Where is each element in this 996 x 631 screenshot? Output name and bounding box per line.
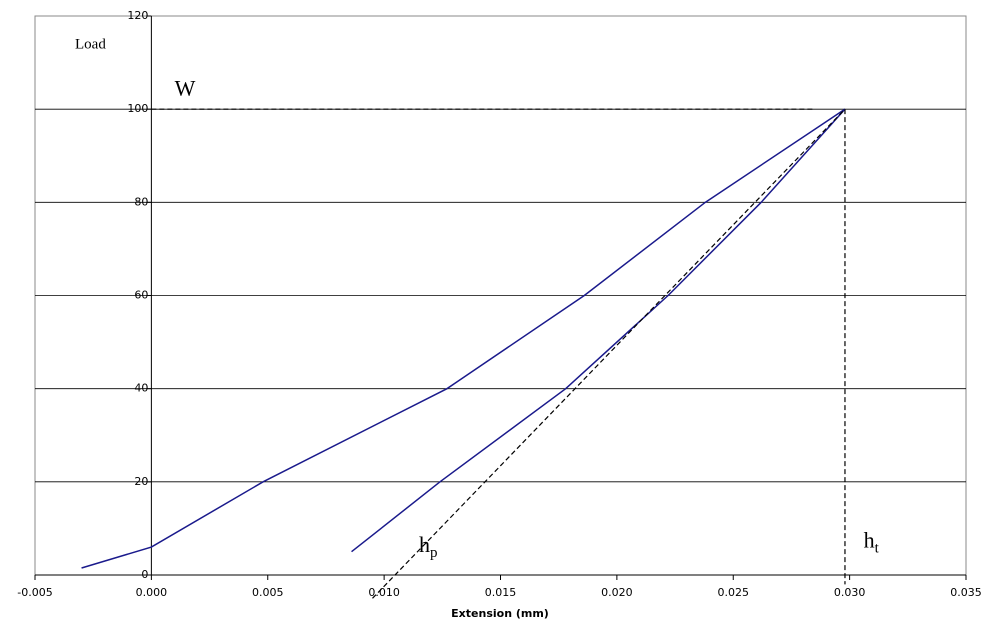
x-tick-label: 0.000 xyxy=(136,586,168,599)
chart: Load Extension (mm) 020406080100120-0.00… xyxy=(0,0,996,631)
x-tick-label: 0.030 xyxy=(834,586,866,599)
annotation-text: W xyxy=(175,76,196,101)
x-tick-label: 0.020 xyxy=(601,586,633,599)
annotation-sub: t xyxy=(875,541,880,557)
x-tick-label: 0.015 xyxy=(485,586,517,599)
y-axis-title: Load xyxy=(75,36,106,52)
annotation-sub: p xyxy=(430,545,438,561)
x-tick-label: 0.035 xyxy=(950,586,982,599)
annotation-text: h xyxy=(864,527,875,552)
annotation: W xyxy=(175,76,196,101)
annotation: ht xyxy=(864,527,880,556)
x-tick-label: 0.005 xyxy=(252,586,284,599)
x-axis-title: Extension (mm) xyxy=(451,607,549,620)
annotation-text: h xyxy=(419,532,430,557)
y-tick-label: 100 xyxy=(127,102,148,115)
x-tick-label: 0.025 xyxy=(718,586,750,599)
line xyxy=(82,109,845,568)
y-tick-label: 40 xyxy=(134,382,148,395)
annotation: hp xyxy=(419,532,438,561)
y-tick-label: 60 xyxy=(134,289,148,302)
x-tick-label: -0.005 xyxy=(17,586,52,599)
y-tick-label: 120 xyxy=(127,9,148,22)
y-tick-label: 20 xyxy=(134,475,148,488)
y-tick-label: 80 xyxy=(134,195,148,208)
line xyxy=(352,109,845,552)
guide-line xyxy=(372,109,844,598)
